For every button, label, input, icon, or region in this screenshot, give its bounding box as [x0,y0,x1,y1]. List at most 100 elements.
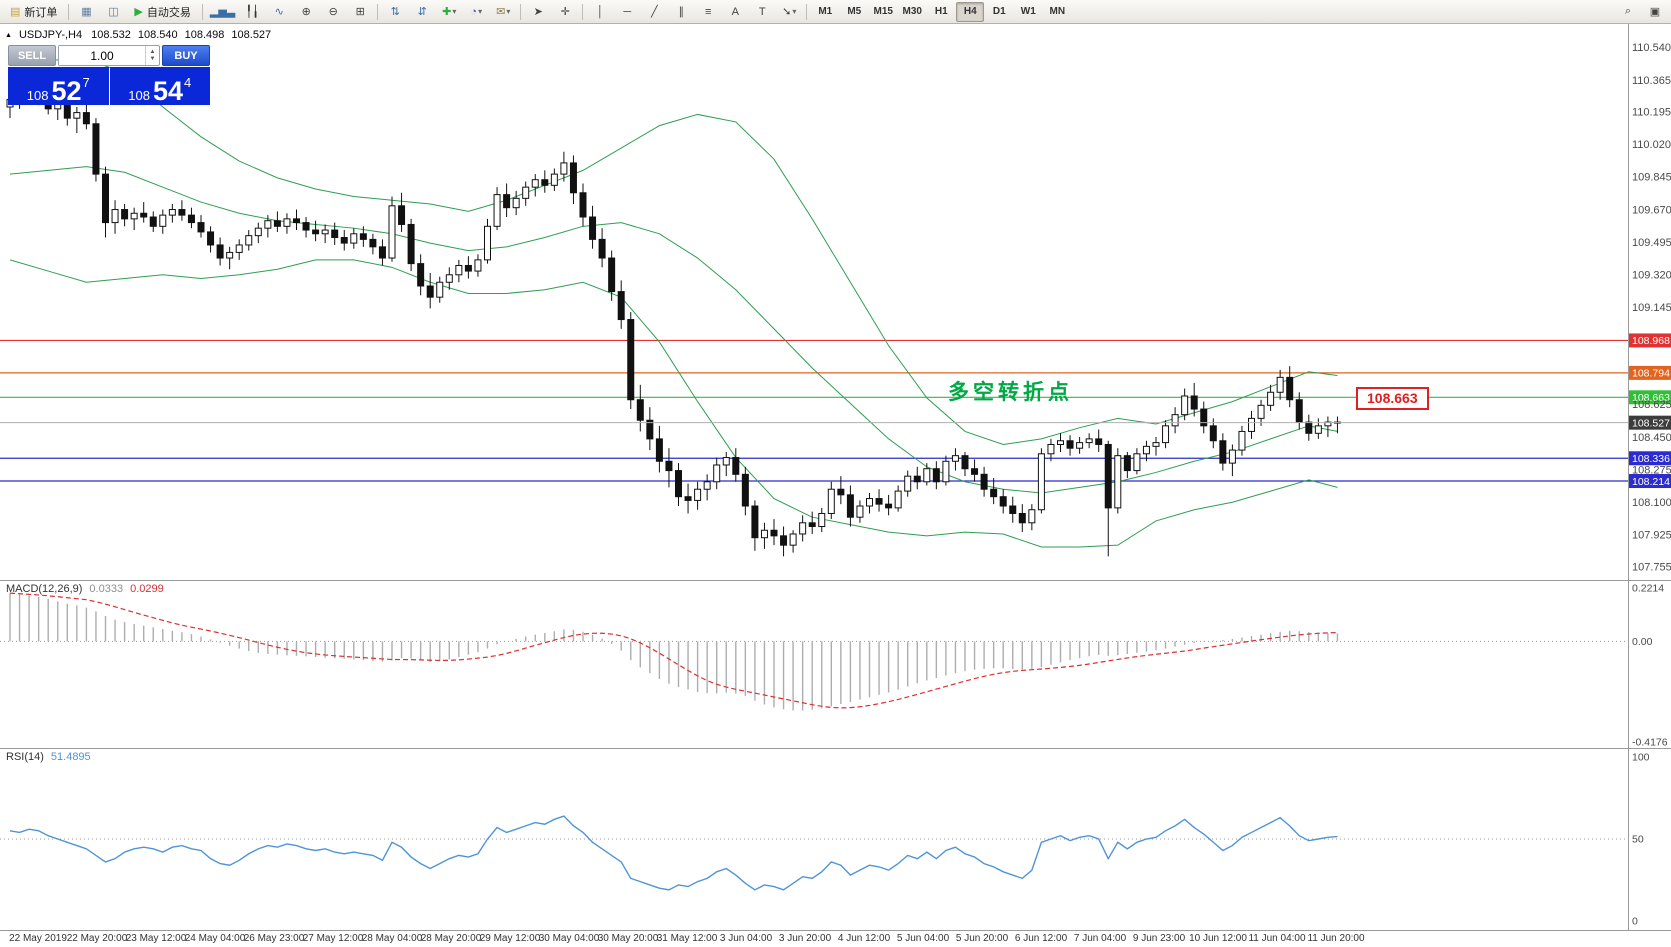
svg-text:9 Jun 23:00: 9 Jun 23:00 [1133,933,1186,944]
bar-chart-icon[interactable]: ▂▅▃ [207,1,238,23]
bar-open-value: 108.532 [91,29,131,41]
svg-text:110.365: 110.365 [1632,75,1671,87]
timeframe-h1-button[interactable]: H1 [934,6,948,17]
timeframe-m15-button[interactable]: M15 [873,6,893,17]
svg-text:31 May 12:00: 31 May 12:00 [657,933,718,944]
vertical-line-icon[interactable]: │ [587,1,613,23]
macd-name: MACD(12,26,9) [6,583,83,595]
rsi-line [9,815,1338,891]
toolbar-divider [520,3,522,20]
dropdown-caret-icon[interactable]: ▾ [478,7,483,16]
periods-icon[interactable]: ◔ ▾ [463,1,489,23]
svg-text:110.195: 110.195 [1632,106,1671,118]
trendline-icon-glyph: ╱ [650,6,658,18]
horizontal-line-icon[interactable]: ─ [614,1,640,23]
bar-high-value: 108.540 [137,29,178,41]
cascade-windows-icon[interactable]: ⇵ [409,1,435,23]
tile-windows-icon[interactable]: ⊞ [347,1,373,23]
label-icon[interactable]: T [749,1,775,23]
crosshair-icon[interactable]: ✛ [552,1,578,23]
cursor-icon[interactable]: ➤ [525,1,551,23]
channel-icon[interactable]: ∥ [668,1,694,23]
cascade-windows-icon-glyph: ⇵ [417,6,427,18]
bar-low-value: 108.498 [184,29,225,41]
candlestick-chart-icon[interactable]: ╿╽ [239,1,265,23]
dropdown-caret-icon[interactable]: ▾ [792,7,797,16]
timeframe-m30-button[interactable]: M30 [902,6,922,17]
svg-text:107.925: 107.925 [1632,530,1671,542]
macd-histogram [9,593,1339,711]
macd-signal-value: 0.0299 [130,583,164,595]
autotrading-glyph: ▶ [134,6,143,18]
zoom-out-icon-glyph: ⊖ [328,6,338,18]
buy-price-display[interactable]: 108 54 4 [109,67,210,105]
text-icon-glyph: A [731,5,739,18]
volume-input[interactable] [59,46,145,65]
autotrading-button[interactable]: ▶ 自动交易 [127,1,197,23]
autotrading-button-label: 自动交易 [146,6,191,19]
zoom-out-icon[interactable]: ⊖ [320,1,346,23]
buy-button[interactable]: BUY [162,45,210,66]
sell-price-display[interactable]: 108 52 7 [8,67,109,105]
svg-text:27 May 12:00: 27 May 12:00 [303,933,364,944]
line-chart-icon[interactable]: ∿ [266,1,292,23]
svg-text:108.336: 108.336 [1632,453,1670,465]
svg-text:22 May 20:00: 22 May 20:00 [67,933,128,944]
templates-icon[interactable]: ✉ ▾ [490,1,516,23]
navigator-icon[interactable]: ◫ [100,1,126,23]
timeframe-d1-button[interactable]: D1 [992,6,1006,17]
svg-text:23 May 12:00: 23 May 12:00 [126,933,187,944]
turning-point-annotation[interactable]: 多空转折点 [948,381,1073,404]
dropdown-caret-icon[interactable]: ▾ [452,7,457,16]
svg-text:109.495: 109.495 [1632,237,1671,249]
chart-canvas[interactable]: 110.540 110.365 110.195 110.020 109.845 109.6… [0,24,1671,947]
svg-text:107.755: 107.755 [1632,561,1671,573]
svg-text:108.214: 108.214 [1632,476,1670,488]
timeframe-m1-button[interactable]: M1 [818,6,833,17]
volume-up-icon[interactable]: ▲ [149,48,156,55]
search-icon[interactable]: ⌕ [1615,1,1641,23]
svg-text:109.320: 109.320 [1632,270,1671,282]
svg-text:3 Jun 04:00: 3 Jun 04:00 [720,933,773,944]
price-callout[interactable]: 108.663 [1356,387,1429,410]
macd-main-value: 0.0333 [89,583,124,595]
sell-price-sup: 7 [82,75,90,90]
arrows-icon[interactable]: ➘ ▾ [776,1,802,23]
timeframe-mn-button[interactable]: MN [1049,6,1066,17]
timeframe-w1-button[interactable]: W1 [1020,6,1036,17]
tile-windows-icon-glyph: ⊞ [355,6,365,18]
new-order-button[interactable]: ▤ 新订单 [3,1,64,23]
svg-text:6 Jun 12:00: 6 Jun 12:00 [1015,933,1068,944]
svg-text:108.450: 108.450 [1632,432,1671,444]
indicators-add-icon-glyph: ✚ [442,6,452,18]
trendline-icon[interactable]: ╱ [641,1,667,23]
svg-text:0: 0 [1632,916,1638,928]
horizontal-line-icon-glyph: ─ [623,5,632,18]
timeframe-m5-button[interactable]: M5 [847,6,862,17]
svg-text:108.663: 108.663 [1632,392,1670,404]
vertical-line-icon-glyph: │ [596,5,604,18]
fibonacci-icon[interactable]: ≡ [695,1,721,23]
fullscreen-icon[interactable]: ▣ [1642,1,1668,23]
toolbar-divider [806,3,808,20]
collapse-triangle-icon[interactable]: ▲ [5,31,12,39]
volume-stepper: ▲ ▼ [145,46,159,65]
svg-text:108.625: 108.625 [1632,399,1671,411]
svg-text:109.670: 109.670 [1632,204,1671,216]
svg-text:108.968: 108.968 [1632,335,1670,347]
sell-button[interactable]: SELL [8,45,56,66]
arrange-windows-icon[interactable]: ⇅ [382,1,408,23]
indicators-add-icon[interactable]: ✚ ▾ [436,1,462,23]
text-icon[interactable]: A [722,1,748,23]
timeframe-h4-button[interactable]: H4 [956,1,985,22]
svg-text:4 Jun 12:00: 4 Jun 12:00 [838,933,891,944]
dropdown-caret-icon[interactable]: ▾ [506,7,511,16]
svg-text:0.00: 0.00 [1632,636,1653,648]
zoom-in-icon[interactable]: ⊕ [293,1,319,23]
svg-text:108.100: 108.100 [1632,497,1671,509]
svg-text:110.020: 110.020 [1632,139,1671,151]
bar-chart-icon-glyph: ▂▅▃ [209,6,236,18]
volume-down-icon[interactable]: ▼ [149,55,156,62]
market-watch-icon[interactable]: ▦ [73,1,99,23]
svg-text:28 May 20:00: 28 May 20:00 [421,933,482,944]
